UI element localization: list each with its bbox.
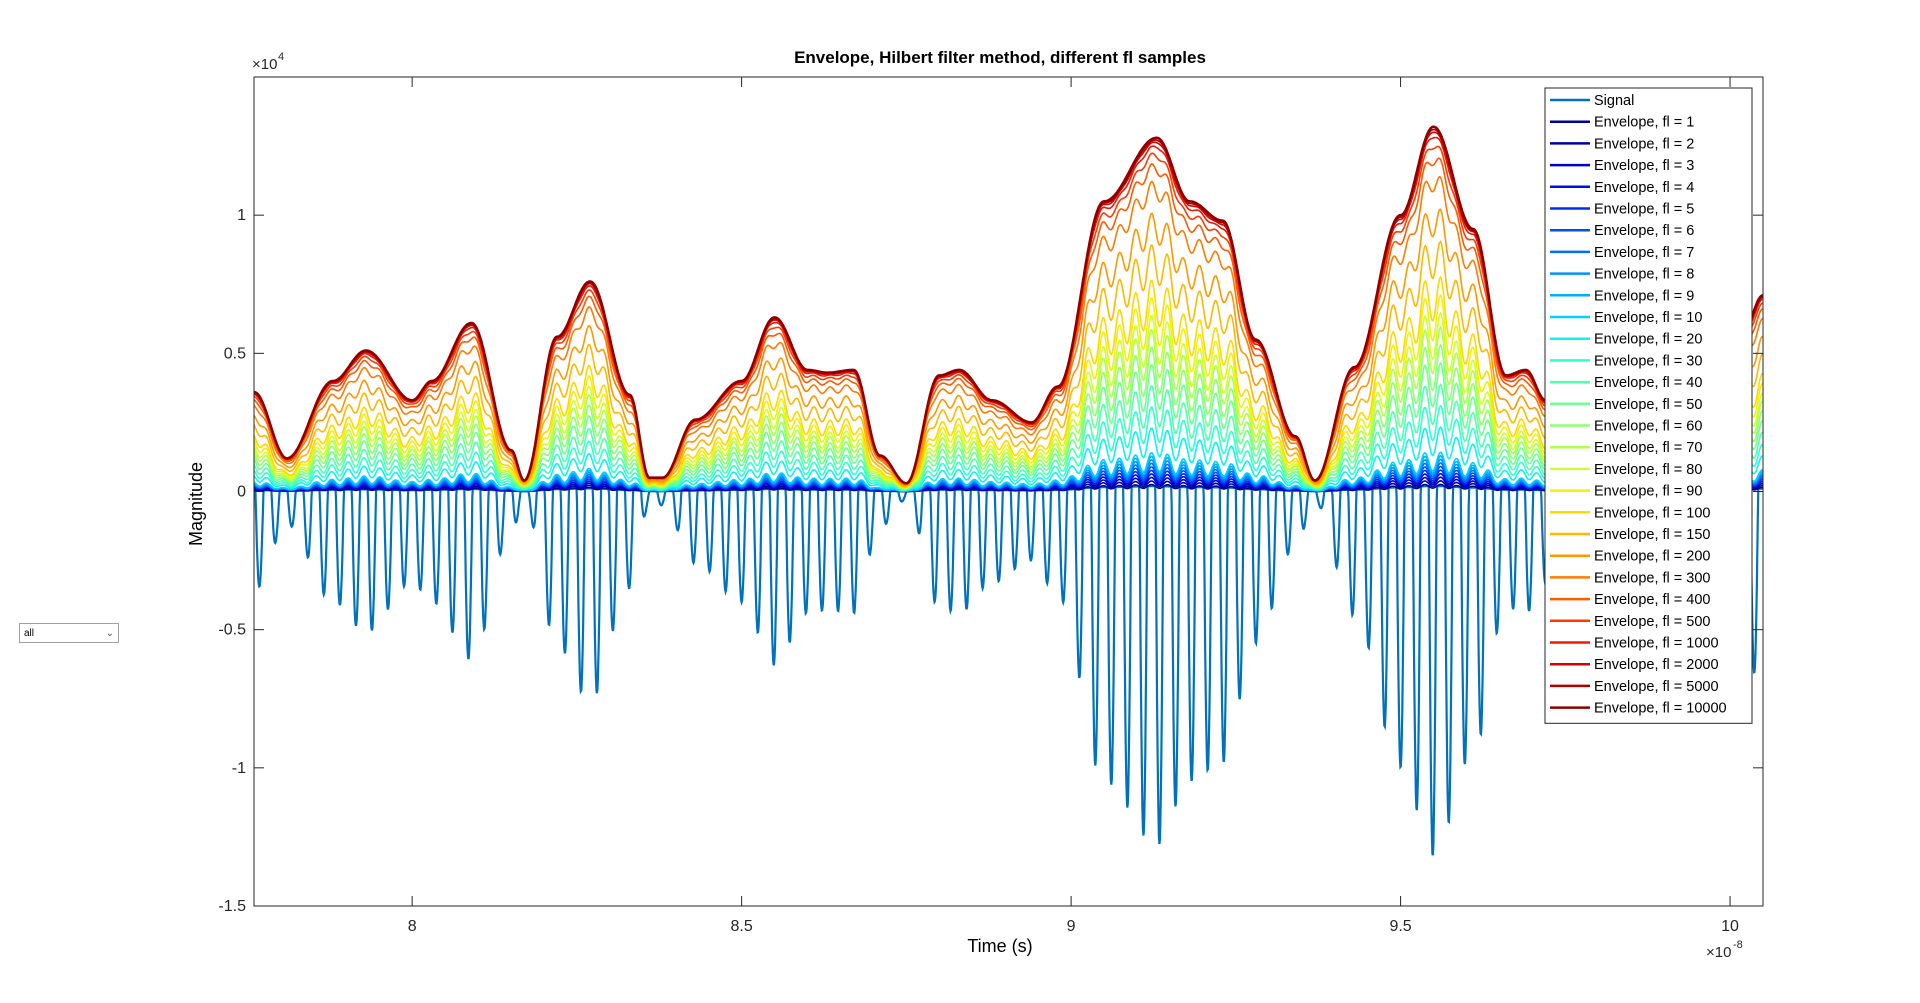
series-envelope-16-line [254,325,1763,490]
legend: Signal Envelope, fl = 1 Envelope, fl = 2 En… [1544,87,1753,724]
plot-layer [254,125,1763,856]
series-envelope-14-line [254,361,1763,491]
x-axis-exponent: ×10 -8 [1706,939,1743,961]
legend-label: Envelope, fl = 1 [1594,115,1694,131]
legend-label: Envelope, fl = 4 [1594,180,1694,196]
series-envelope-11-line [254,426,1763,492]
legend-label: Envelope, fl = 3 [1594,158,1694,174]
series-envelope-21-line [254,208,1763,487]
legend-label: Envelope, fl = 2000 [1594,657,1719,673]
y-tick-label: -1.5 [218,898,246,915]
series-select-value: all [24,627,35,639]
legend-label: Envelope, fl = 300 [1594,570,1711,586]
y-tick-label: -0.5 [218,622,246,639]
x-axis-label: Time (s) [967,936,1032,956]
y-tick-label: 0 [237,484,246,501]
series-select-dropdown[interactable]: all ⌄ [19,623,119,643]
x-tick-label: 9.5 [1389,918,1411,935]
series-envelope-10-line [254,451,1763,492]
legend-label: Envelope, fl = 1000 [1594,636,1719,652]
chevron-down-icon: ⌄ [105,627,114,639]
legend-label: Envelope, fl = 10 [1594,310,1702,326]
legend-label: Envelope, fl = 2 [1594,136,1694,152]
legend-label: Envelope, fl = 90 [1594,484,1702,500]
legend-label: Envelope, fl = 60 [1594,419,1702,435]
series-signal-line [254,485,1763,856]
legend-label: Envelope, fl = 20 [1594,332,1702,348]
y-axis-exponent: ×10 4 [252,51,284,73]
legend-label: Envelope, fl = 100 [1594,505,1711,521]
legend-label: Envelope, fl = 5000 [1594,679,1719,695]
y-tick-label: -1 [232,760,246,777]
legend-label: Envelope, fl = 7 [1594,245,1694,261]
legend-label: Signal [1594,93,1634,109]
series-envelope-18-line [254,293,1763,489]
x-tick-label: 10 [1721,918,1739,935]
chart-title: Envelope, Hilbert filter method, differe… [794,48,1206,67]
series-envelope-22-line [254,175,1763,486]
y-exponent-power: 4 [278,51,284,63]
x-tick-label: 9 [1067,918,1076,935]
legend-label: Envelope, fl = 10000 [1594,701,1727,717]
axes-layer: 8 8.5 9 9.5 10 1 0.5 0 -0.5 -1 -1.5 [218,76,1764,935]
legend-label: Envelope, fl = 70 [1594,440,1702,456]
x-exponent-power: -8 [1733,939,1743,951]
legend-box [1544,87,1753,724]
legend-label: Envelope, fl = 5 [1594,202,1694,218]
legend-label: Envelope, fl = 30 [1594,353,1702,369]
legend-label: Envelope, fl = 8 [1594,267,1694,283]
legend-label: Envelope, fl = 50 [1594,397,1702,413]
x-exponent-base: ×10 [1706,944,1731,961]
legend-label: Envelope, fl = 200 [1594,549,1711,565]
legend-label: Envelope, fl = 80 [1594,462,1702,478]
y-tick-label: 0.5 [224,345,246,362]
series-envelope-12-line [254,404,1763,491]
legend-label: Envelope, fl = 6 [1594,223,1694,239]
series-envelope-15-line [254,343,1763,490]
x-tick-label: 8.5 [730,918,752,935]
series-envelope-28-line [254,125,1763,485]
legend-label: Envelope, fl = 150 [1594,527,1711,543]
x-tick-label: 8 [408,918,417,935]
series-envelope-23-line [254,157,1763,485]
series-envelope-13-line [254,383,1763,491]
series-envelope-20-line [254,240,1763,488]
legend-label: Envelope, fl = 9 [1594,288,1694,304]
y-tick-label: 1 [237,207,246,224]
legend-label: Envelope, fl = 500 [1594,614,1711,630]
series-envelope-19-line [254,275,1763,489]
y-axis-label: Magnitude [186,462,206,546]
legend-label: Envelope, fl = 400 [1594,592,1711,608]
y-exponent-base: ×10 [252,56,277,73]
plot-area [254,125,1763,856]
series-envelope-17-line [254,311,1763,489]
legend-label: Envelope, fl = 40 [1594,375,1702,391]
